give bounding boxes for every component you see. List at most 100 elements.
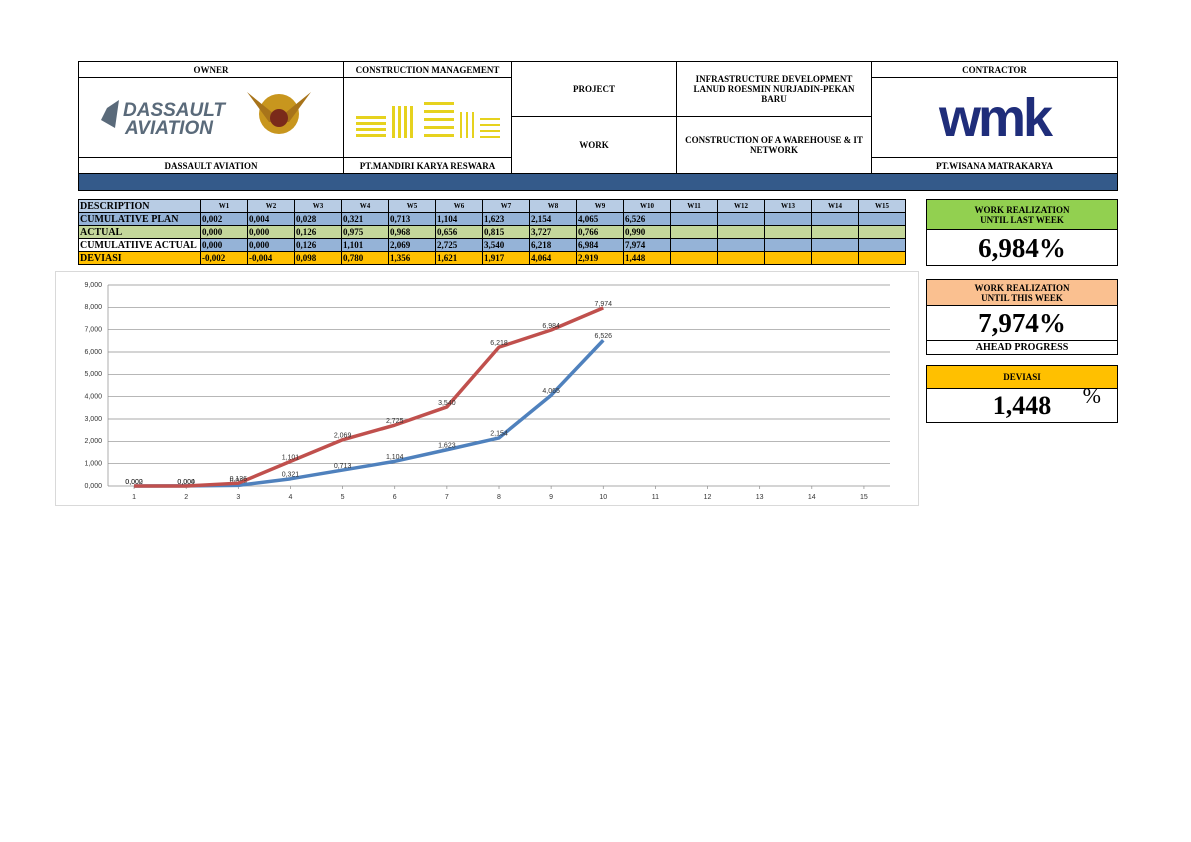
y-tick-label: 9,000 — [84, 282, 102, 289]
cell: 0,000 — [247, 225, 295, 239]
data-label: 4,065 — [542, 388, 560, 395]
cell: 1,623 — [482, 212, 530, 226]
cell: 0,321 — [341, 212, 389, 226]
y-tick-label: 0,000 — [84, 483, 102, 490]
x-tick-label: 4 — [289, 494, 293, 501]
chart: 0,000 1,000 2,000 3,000 4,000 5,000 6,000 7,000… — [55, 271, 919, 506]
cell: 6,526 — [623, 212, 671, 226]
empty-cell — [811, 212, 859, 226]
empty-cell — [858, 251, 906, 265]
data-label: 2,154 — [490, 431, 508, 438]
header-cell: W12 — [717, 199, 765, 213]
box-title: WORK REALIZATION — [974, 282, 1070, 293]
box-subtitle: UNTIL THIS WEEK — [981, 292, 1063, 303]
data-label: 0,713 — [334, 463, 352, 470]
this-week-head: WORK REALIZATION UNTIL THIS WEEK — [926, 279, 1118, 306]
cell: 2,919 — [576, 251, 624, 265]
owner-name: DASSAULT AVIATION — [78, 157, 344, 174]
empty-cell — [858, 238, 906, 252]
cell: 2,154 — [529, 212, 577, 226]
cell: 1,917 — [482, 251, 530, 265]
x-tick-label: 7 — [445, 494, 449, 501]
header-row: DESCRIPTION W1 W2 W3 W4 W5 W6 W7 W8 W9 W10 W11 W12 W1… — [78, 199, 906, 213]
data-label: 6,526 — [595, 333, 613, 340]
x-tick-label: 9 — [549, 494, 553, 501]
empty-cell — [670, 212, 718, 226]
box-subtitle: UNTIL LAST WEEK — [980, 214, 1064, 225]
header-cell: W7 — [482, 199, 530, 213]
empty-cell — [717, 225, 765, 239]
contractor-label: CONTRACTOR — [871, 61, 1118, 78]
last-week-value: 6,984% — [926, 229, 1118, 266]
table-row: ACTUAL 0,000 0,000 0,126 0,975 0,968 0,656 0,81… — [78, 225, 906, 239]
x-tick-label: 8 — [497, 494, 501, 501]
table-row: CUMULATIIVE ACTUAL 0,000 0,000 0,126 1,101 2,… — [78, 238, 906, 252]
cell: 0,968 — [388, 225, 436, 239]
cell: 0,766 — [576, 225, 624, 239]
data-label: 1,101 — [282, 454, 300, 461]
row-label: ACTUAL — [78, 225, 201, 239]
owner-label: OWNER — [78, 61, 344, 78]
deviasi-unit: % — [1082, 383, 1101, 408]
emblem-wings — [247, 92, 311, 122]
logo-text: DASSAULT — [123, 100, 226, 121]
y-tick-label: 8,000 — [84, 304, 102, 311]
x-tick-label: 2 — [184, 494, 188, 501]
row-label: CUMULATIIVE ACTUAL — [78, 238, 201, 252]
chart-frame — [55, 271, 919, 506]
cm-logo — [355, 101, 500, 138]
cell: 1,621 — [435, 251, 483, 265]
data-label: 1,104 — [386, 454, 404, 461]
x-tick-label: 6 — [393, 494, 397, 501]
data-label: 0,000 — [177, 479, 195, 486]
cell: 6,218 — [529, 238, 577, 252]
data-label: 6,984 — [542, 323, 560, 330]
cell: 0,000 — [247, 238, 295, 252]
work-label: WORK — [511, 116, 677, 174]
empty-cell — [717, 251, 765, 265]
data-label: 2,069 — [334, 433, 352, 440]
cell: 2,069 — [388, 238, 436, 252]
emblem-center — [270, 109, 288, 127]
cell: 3,727 — [529, 225, 577, 239]
this-week-value: 7,974% — [926, 305, 1118, 341]
empty-cell — [670, 251, 718, 265]
x-tick-label: 1 — [132, 494, 136, 501]
empty-cell — [764, 238, 812, 252]
x-tick-label: 13 — [756, 494, 764, 501]
y-tick-label: 2,000 — [84, 438, 102, 445]
box-title: WORK REALIZATION — [974, 204, 1070, 215]
row-label: CUMULATIVE PLAN — [78, 212, 201, 226]
header-cell: W14 — [811, 199, 859, 213]
empty-cell — [717, 238, 765, 252]
data-label: 0,000 — [125, 479, 143, 486]
cell: 0,002 — [200, 212, 248, 226]
y-tick-label: 7,000 — [84, 327, 102, 334]
cell: 0,780 — [341, 251, 389, 265]
empty-cell — [811, 225, 859, 239]
x-tick-label: 15 — [860, 494, 868, 501]
empty-cell — [670, 225, 718, 239]
empty-cell — [858, 212, 906, 226]
series-line — [134, 306, 604, 488]
last-week-head: WORK REALIZATION UNTIL LAST WEEK — [926, 199, 1118, 230]
cell: 0,004 — [247, 212, 295, 226]
deviasi-head: DEVIASI — [926, 365, 1118, 389]
logo-shape — [101, 100, 119, 128]
y-tick-label: 6,000 — [84, 349, 102, 356]
cm-logo-cell — [343, 77, 512, 158]
owner-logo-cell: DASSAULT AVIATION — [78, 77, 344, 158]
cm-name: PT.MANDIRI KARYA RESWARA — [343, 157, 512, 174]
header-cell: W4 — [341, 199, 389, 213]
cell: 4,065 — [576, 212, 624, 226]
cell: 0,656 — [435, 225, 483, 239]
cell: 0,126 — [294, 225, 342, 239]
cell: -0,002 — [200, 251, 248, 265]
header-cell: W11 — [670, 199, 718, 213]
cell: 3,540 — [482, 238, 530, 252]
cell: 6,984 — [576, 238, 624, 252]
table-row: CUMULATIVE PLAN 0,002 0,004 0,028 0,321 0,713… — [78, 212, 906, 226]
header-cell: W10 — [623, 199, 671, 213]
progress-table: DESCRIPTION W1 W2 W3 W4 W5 W6 W7 W8 W9 W10 W11 W12 W1… — [78, 199, 906, 265]
table-row: DEVIASI -0,002 -0,004 0,098 0,780 1,356 1,621 1… — [78, 251, 906, 265]
